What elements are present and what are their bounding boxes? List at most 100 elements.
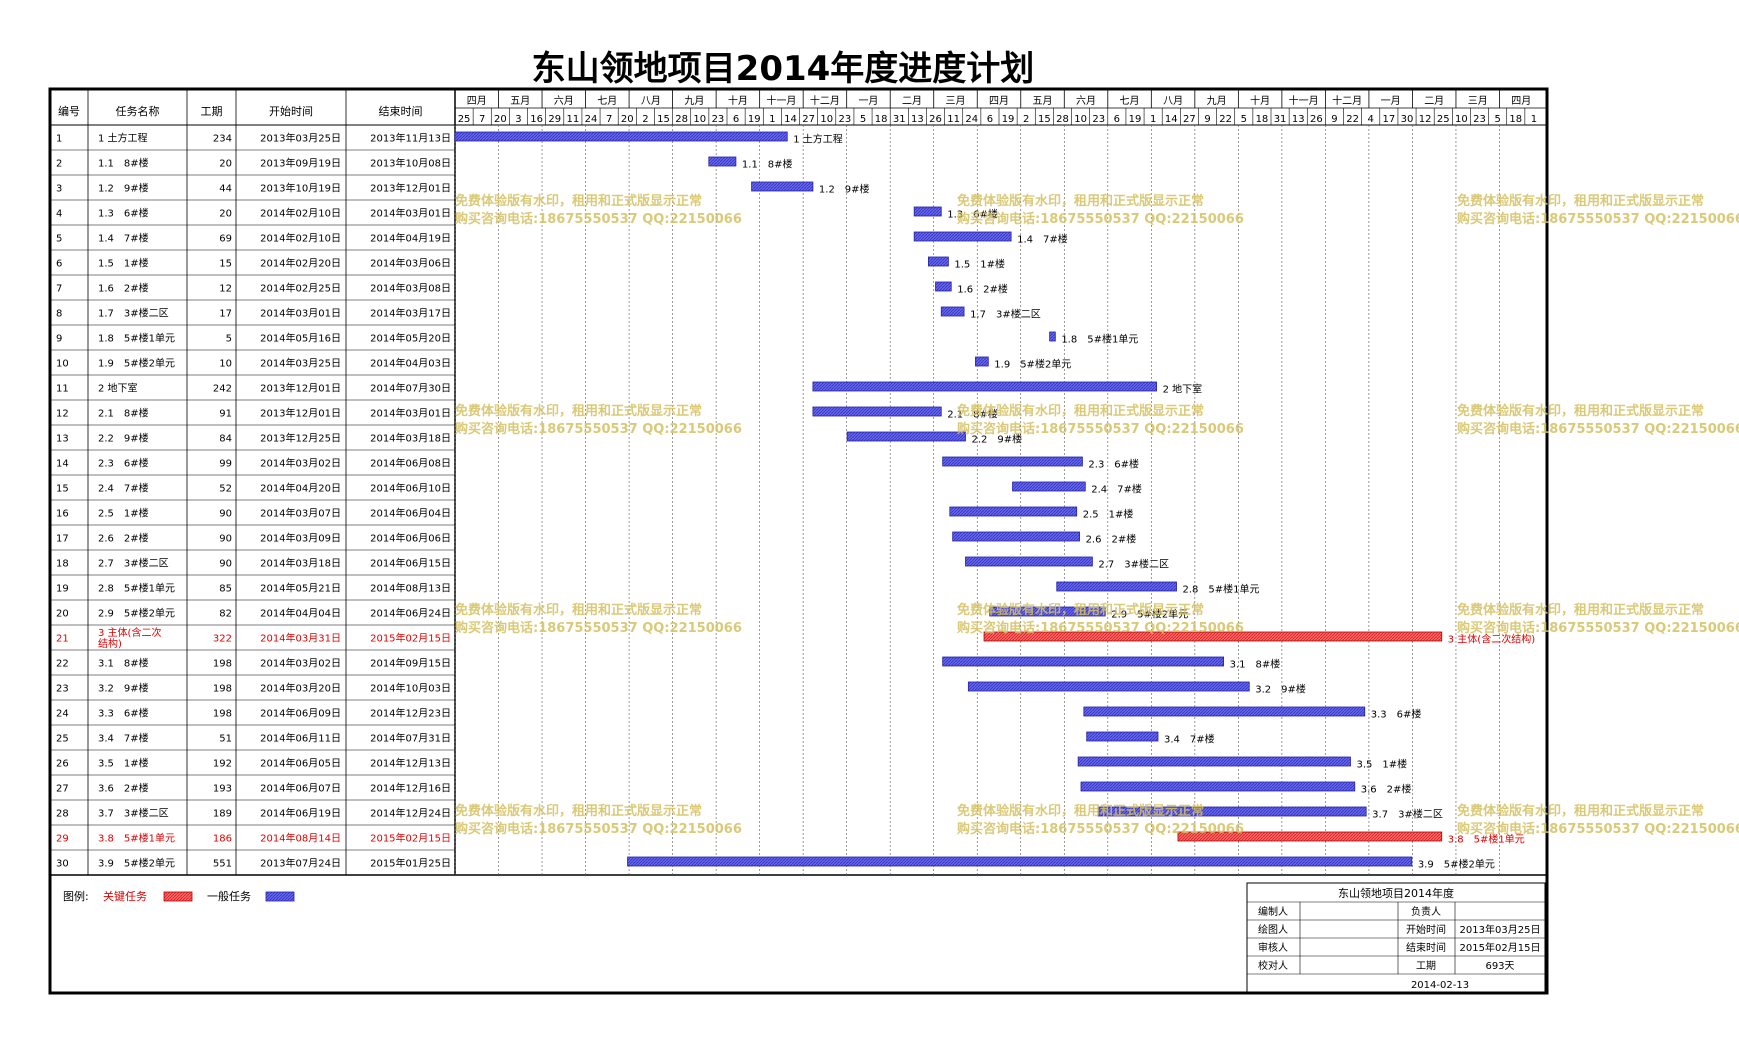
- task-bar: [940, 306, 965, 317]
- month-label: 六月: [1076, 95, 1096, 107]
- row-id: 23: [56, 684, 69, 695]
- week-tick-label: 3: [515, 114, 521, 125]
- watermark-line1: 免费体验版有水印，租用和正式版显示正常: [957, 602, 1204, 618]
- row-name: 2.4 7#楼: [98, 482, 149, 495]
- row-start: 2014年03月07日: [260, 507, 341, 520]
- row-name-cont: 结构): [98, 637, 122, 650]
- week-tick-label: 1: [1150, 114, 1156, 125]
- week-tick-label: 10: [820, 114, 833, 125]
- week-tick-label: 24: [585, 114, 598, 125]
- task-bar: [913, 206, 942, 217]
- legend-label: 图例:: [63, 889, 89, 903]
- bar-label: 3.1 8#楼: [1230, 658, 1281, 671]
- row-duration: 90: [219, 559, 232, 570]
- row-start: 2014年06月09日: [260, 707, 341, 720]
- watermark-line2: 购买咨询电话:18675550537 QQ:22150066: [957, 211, 1244, 227]
- row-duration: 15: [219, 259, 232, 270]
- month-label: 六月: [554, 95, 574, 107]
- bar-label: 2.7 3#楼二区: [1098, 558, 1169, 571]
- bar-label: 2.2 9#楼: [971, 433, 1022, 446]
- week-tick-label: 23: [712, 114, 725, 125]
- row-id: 3: [56, 184, 62, 195]
- bar-label: 2.8 5#楼1单元: [1183, 583, 1260, 596]
- row-name: 3.1 8#楼: [98, 657, 149, 670]
- week-tick-label: 2: [642, 114, 648, 125]
- row-start: 2014年06月11日: [260, 732, 341, 745]
- info-right-label: 负责人: [1411, 905, 1441, 918]
- task-bar: [949, 506, 1078, 517]
- row-start: 2014年06月07日: [260, 782, 341, 795]
- task-bar: [913, 231, 1012, 242]
- legend-normal-text: 一般任务: [207, 890, 251, 903]
- row-end: 2014年12月13日: [370, 757, 451, 770]
- row-end: 2014年10月03日: [370, 682, 451, 695]
- info-right-value: 693天: [1485, 961, 1514, 972]
- row-start: 2014年03月09日: [260, 532, 341, 545]
- bar-label: 1 土方工程: [793, 133, 843, 146]
- bar-label: 1.4 7#楼: [1017, 233, 1068, 246]
- row-id: 20: [56, 609, 69, 620]
- row-id: 8: [56, 309, 62, 320]
- row-id: 15: [56, 484, 69, 495]
- row-start: 2014年08月14日: [260, 832, 341, 845]
- watermark-line2: 购买咨询电话:18675550537 QQ:22150066: [1457, 620, 1739, 636]
- bar-label: 1.9 5#楼2单元: [994, 358, 1071, 371]
- header-id: 编号: [58, 104, 80, 118]
- week-tick-label: 14: [784, 114, 797, 125]
- row-name: 2.3 6#楼: [98, 457, 149, 470]
- bar-label: 2.5 1#楼: [1083, 508, 1134, 521]
- week-tick-label: 10: [1455, 114, 1468, 125]
- row-end: 2014年03月18日: [370, 432, 451, 445]
- week-tick-label: 29: [548, 114, 561, 125]
- watermark-line1: 免费体验版有水印，租用和正式版显示正常: [957, 403, 1204, 419]
- row-start: 2014年05月21日: [260, 582, 341, 595]
- watermark-line2: 购买咨询电话:18675550537 QQ:22150066: [957, 620, 1244, 636]
- watermark-line2: 购买咨询电话:18675550537 QQ:22150066: [1457, 211, 1739, 227]
- row-name: 1.5 1#楼: [98, 257, 149, 270]
- row-duration: 99: [219, 459, 232, 470]
- month-label: 四月: [989, 95, 1009, 107]
- legend-critical-text: 关键任务: [103, 889, 147, 903]
- row-start: 2014年03月25日: [260, 357, 341, 370]
- month-label: 四月: [467, 95, 487, 107]
- month-label: 五月: [1033, 95, 1053, 107]
- row-id: 24: [56, 709, 69, 720]
- week-tick-label: 25: [458, 114, 471, 125]
- row-start: 2014年03月31日: [260, 632, 341, 645]
- row-end: 2014年12月23日: [370, 707, 451, 720]
- row-id: 30: [56, 859, 69, 870]
- week-tick-label: 2: [1023, 114, 1029, 125]
- week-tick-label: 15: [657, 114, 670, 125]
- month-label: 三月: [1468, 95, 1488, 107]
- week-tick-label: 20: [494, 114, 507, 125]
- week-tick-label: 4: [1368, 114, 1374, 125]
- row-duration: 69: [219, 234, 232, 245]
- row-end: 2014年08月13日: [370, 582, 451, 595]
- row-end: 2014年06月10日: [370, 482, 451, 495]
- task-bar: [751, 181, 814, 192]
- watermark-line1: 免费体验版有水印，租用和正式版显示正常: [455, 803, 702, 819]
- task-bar: [928, 256, 949, 267]
- month-label: 十月: [728, 94, 748, 107]
- row-name: 2.7 3#楼二区: [98, 557, 169, 570]
- week-tick-label: 7: [479, 114, 485, 125]
- legend-critical-swatch: [163, 891, 193, 902]
- row-id: 16: [56, 509, 69, 520]
- task-bar: [1080, 781, 1356, 792]
- task-bar: [1097, 806, 1367, 817]
- bar-label: 2.1 8#楼: [947, 408, 998, 421]
- bar-label: 3 主体(含二次结构): [1448, 633, 1535, 646]
- row-end: 2014年03月08日: [370, 282, 451, 295]
- week-tick-label: 23: [1092, 114, 1105, 125]
- row-name: 3.6 2#楼: [98, 782, 149, 795]
- row-duration: 242: [213, 384, 232, 395]
- row-id: 26: [56, 759, 69, 770]
- row-duration: 20: [219, 159, 232, 170]
- row-end: 2014年03月01日: [370, 207, 451, 220]
- task-bar: [1086, 731, 1159, 742]
- info-date: 2014-02-13: [1411, 980, 1469, 991]
- bar-label: 1.6 2#楼: [957, 283, 1008, 296]
- watermark-line2: 购买咨询电话:18675550537 QQ:22150066: [455, 821, 742, 837]
- watermark-line2: 购买咨询电话:18675550537 QQ:22150066: [455, 620, 742, 636]
